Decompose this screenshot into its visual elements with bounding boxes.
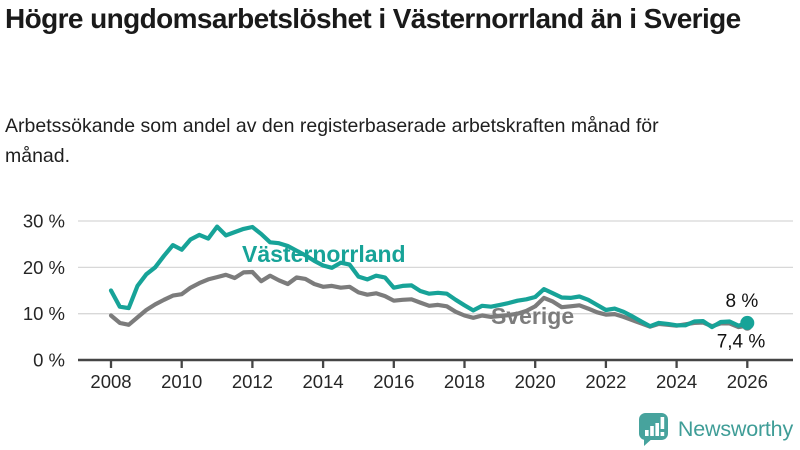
svg-text:10 %: 10 % [23,303,65,324]
chart-subtitle: Arbetssökande som andel av den registerb… [5,115,659,167]
newsworthy-logo[interactable]: Newsworthy [638,409,793,449]
svg-text:2012: 2012 [232,371,273,392]
svg-text:2022: 2022 [585,371,626,392]
svg-text:Sverige: Sverige [491,303,574,329]
line-chart: 2008 2010 2012 2014 2016 2018 2020 2022 2024 2026… [23,211,793,392]
svg-text:7,4 %: 7,4 % [717,332,766,353]
svg-text:2024: 2024 [656,371,697,392]
svg-text:2020: 2020 [515,371,556,392]
svg-text:2026: 2026 [727,371,768,392]
svg-text:2018: 2018 [444,371,485,392]
svg-text:Västernorrland: Västernorrland [242,241,406,267]
svg-text:2008: 2008 [90,371,131,392]
chart-title: Högre ungdomsarbetslöshet i Västernorrla… [5,3,741,34]
svg-text:0 %: 0 % [33,350,65,371]
svg-text:2014: 2014 [303,371,344,392]
svg-text:2010: 2010 [161,371,202,392]
svg-text:8 %: 8 % [726,291,759,312]
svg-text:30 %: 30 % [23,211,65,232]
newsworthy-brand-text: Newsworthy [677,416,793,441]
newsworthy-logo-icon [638,413,668,446]
svg-text:2016: 2016 [373,371,414,392]
svg-text:20 %: 20 % [23,257,65,278]
